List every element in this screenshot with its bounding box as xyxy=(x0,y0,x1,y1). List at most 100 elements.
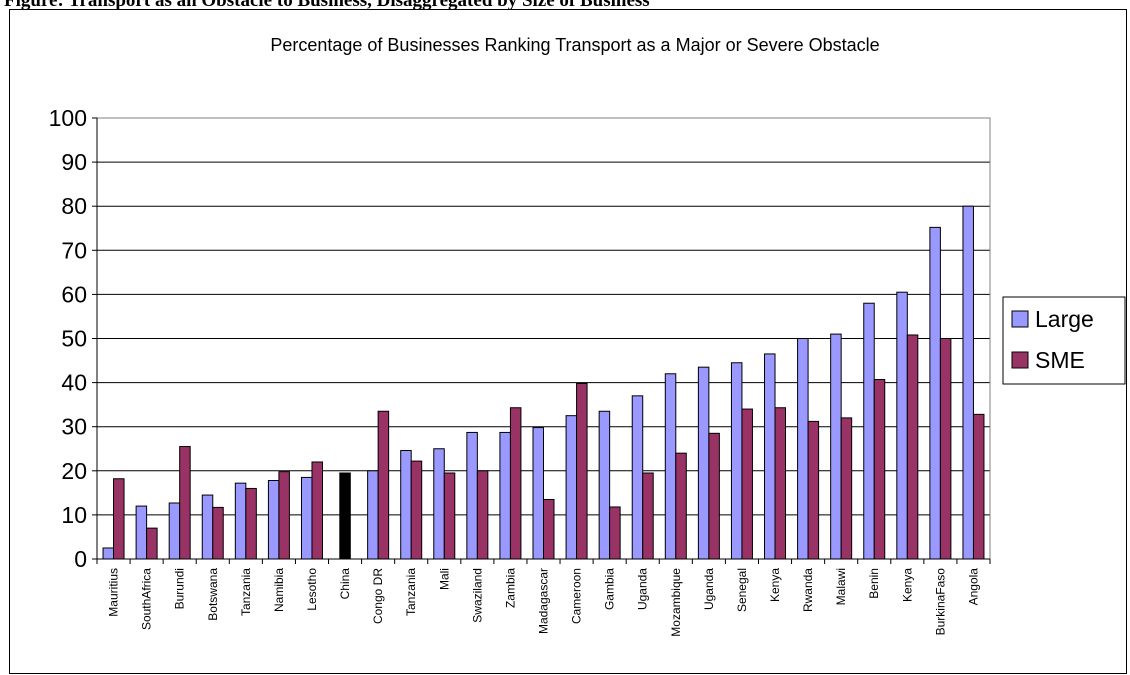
x-tick-label: Burundi xyxy=(173,568,187,609)
bar-sme xyxy=(807,420,820,560)
bar-large xyxy=(499,431,511,560)
x-tick-label: Mozambique xyxy=(669,568,683,637)
x-tick-label: Mali xyxy=(437,568,451,590)
bar-large xyxy=(730,362,743,560)
bar-sme xyxy=(939,338,952,560)
y-tick-label: 70 xyxy=(61,237,87,263)
x-tick-label: Tanzania xyxy=(239,568,253,616)
bar-large xyxy=(201,494,214,560)
x-tick-label: Madagascar xyxy=(537,568,551,634)
bar-china xyxy=(339,472,351,560)
x-tick-label: Tanzania xyxy=(404,568,418,616)
y-tick-label: 10 xyxy=(61,502,87,528)
x-tick-label: Namibia xyxy=(272,568,286,612)
bar-sme xyxy=(410,460,423,560)
bar-sme xyxy=(906,334,919,560)
y-tick-label: 50 xyxy=(61,326,87,352)
x-tick-label: Uganda xyxy=(702,568,716,610)
bar-large xyxy=(267,480,280,560)
x-tick-label: Zambia xyxy=(503,568,517,608)
legend-label-sme: SME xyxy=(1035,347,1085,373)
bar-large xyxy=(234,482,247,560)
bar-sme xyxy=(774,407,787,560)
bar-sme xyxy=(873,379,886,560)
bar-sme xyxy=(476,470,489,560)
bar-large xyxy=(863,302,875,560)
bar-sme xyxy=(113,478,125,560)
bar-sme xyxy=(741,408,753,560)
x-tick-label: Senegal xyxy=(735,568,749,612)
y-tick-label: 60 xyxy=(61,281,87,307)
x-tick-label: China xyxy=(338,568,352,600)
bar-large xyxy=(400,450,412,560)
bar-sme xyxy=(609,506,621,560)
bar-sme xyxy=(509,407,522,560)
bar-sme xyxy=(543,498,555,560)
bar-large xyxy=(697,366,710,560)
page-heading: Figure: Transport as an Obstacle to Busi… xyxy=(4,0,650,11)
bar-large xyxy=(367,470,379,560)
legend-swatch-large xyxy=(1011,310,1029,328)
y-axis: 0 10 20 30 40 50 60 70 80 90 100 xyxy=(49,105,98,572)
y-tick-label: 20 xyxy=(61,458,87,484)
bar-sme xyxy=(146,527,158,560)
bar-sme xyxy=(377,410,390,560)
bar-large xyxy=(830,333,842,560)
x-tick-label: Congo DR xyxy=(371,568,385,624)
x-tick-label: Gambia xyxy=(603,568,617,610)
legend: Large SME xyxy=(1002,296,1126,385)
bar-sme xyxy=(245,487,257,560)
bar-large xyxy=(797,338,809,560)
y-tick-label: 100 xyxy=(49,105,87,131)
bar-sme xyxy=(972,413,985,560)
bar-large xyxy=(929,226,941,560)
bar-large xyxy=(102,547,115,560)
bar-large xyxy=(168,502,181,560)
x-axis: Mauritius SouthAfrica Burundi Botswana Tanza… xyxy=(96,558,991,637)
x-tick-label: Uganda xyxy=(636,568,650,610)
x-tick-label: Lesotho xyxy=(305,568,319,611)
y-tick-label: 80 xyxy=(61,193,87,219)
bar-large xyxy=(532,427,544,560)
bar-large xyxy=(135,505,148,560)
x-tick-label: Swaziland xyxy=(470,568,484,623)
x-tick-label: Angola xyxy=(966,568,980,606)
bar-sme xyxy=(179,446,191,560)
bar-large xyxy=(764,353,776,560)
chart-title: Percentage of Businesses Ranking Transpo… xyxy=(270,35,879,55)
bar-sme xyxy=(576,382,588,560)
y-tick-label: 30 xyxy=(61,414,87,440)
x-tick-label: Botswana xyxy=(206,568,220,621)
bars xyxy=(102,205,985,560)
y-tick-label: 90 xyxy=(61,149,87,175)
x-tick-label: Kenya xyxy=(768,568,782,602)
bar-large xyxy=(631,395,644,560)
bar-sme xyxy=(675,452,687,560)
bar-sme xyxy=(311,461,323,560)
bar-large xyxy=(598,410,611,560)
x-tick-label: SouthAfrica xyxy=(140,568,154,630)
x-tick-label: Mauritius xyxy=(107,568,121,617)
bar-large xyxy=(300,476,313,560)
legend-label-large: Large xyxy=(1035,306,1094,332)
x-tick-label: Benin xyxy=(867,568,881,599)
x-tick-label: Malawi xyxy=(834,568,848,605)
bar-large xyxy=(962,205,974,560)
bar-large xyxy=(896,291,908,560)
bar-large xyxy=(433,448,445,560)
x-tick-label: Rwanda xyxy=(801,568,815,612)
bar-sme xyxy=(642,472,654,560)
legend-swatch-sme xyxy=(1011,351,1029,369)
bar-large xyxy=(664,373,677,560)
bar-sme xyxy=(212,506,224,560)
bar-sme xyxy=(840,417,853,560)
x-tick-label: BurkinaFaso xyxy=(933,568,947,636)
bar-large xyxy=(466,431,478,560)
x-tick-label: Cameroon xyxy=(570,568,584,624)
bar-large xyxy=(565,415,578,560)
bar-sme xyxy=(278,471,290,560)
bar-sme xyxy=(443,472,456,560)
y-tick-label: 40 xyxy=(61,370,87,396)
bar-sme xyxy=(708,432,720,560)
